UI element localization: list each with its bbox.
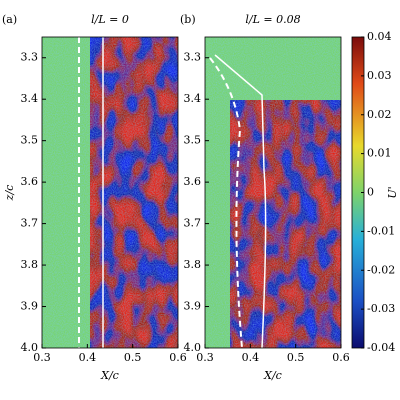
x-tick-label: 0.4 bbox=[242, 351, 260, 364]
y-tick-label: 3.5 bbox=[184, 134, 202, 147]
x-tick-label: 0.5 bbox=[287, 351, 305, 364]
x-tick-label: 0.6 bbox=[332, 351, 350, 364]
plot-frame bbox=[41, 36, 179, 349]
y-tick-label: 3.3 bbox=[184, 51, 202, 64]
x-tick-label: 0.3 bbox=[33, 351, 51, 364]
colorbar-label: U' bbox=[386, 186, 399, 198]
panel-title: l/L = 0.08 bbox=[245, 13, 300, 26]
x-axis-label: X/c bbox=[263, 369, 282, 382]
colorbar-tick-label: 0.02 bbox=[367, 108, 392, 121]
x-tick-label: 0.4 bbox=[79, 351, 97, 364]
y-tick-label: 3.8 bbox=[184, 258, 202, 271]
colorbar-tick-label: -0.01 bbox=[367, 224, 395, 237]
colorbar-tick-label: 0.04 bbox=[367, 30, 392, 43]
y-tick-label: 4.0 bbox=[184, 341, 202, 354]
y-tick-label: 3.7 bbox=[21, 217, 39, 230]
y-tick-label: 3.6 bbox=[184, 175, 202, 188]
y-tick-label: 3.9 bbox=[184, 300, 202, 313]
x-tick-label: 0.6 bbox=[169, 351, 187, 364]
y-tick-label: 3.4 bbox=[184, 92, 202, 105]
y-tick-label: 3.6 bbox=[21, 175, 39, 188]
field-image bbox=[42, 37, 178, 348]
y-tick-label: 3.5 bbox=[21, 134, 39, 147]
colorbar-tick-label: -0.04 bbox=[367, 341, 395, 354]
x-tick-label: 0.5 bbox=[124, 351, 142, 364]
y-tick-label: 3.4 bbox=[21, 92, 39, 105]
panel-title: l/L = 0 bbox=[91, 13, 129, 26]
y-tick-label: 3.9 bbox=[21, 300, 39, 313]
x-axis-label: X/c bbox=[100, 369, 119, 382]
y-tick-label: 3.8 bbox=[21, 258, 39, 271]
y-tick-label: 4.0 bbox=[21, 341, 39, 354]
colorbar-tick-label: 0.03 bbox=[367, 69, 392, 82]
plot-frame bbox=[204, 36, 342, 349]
panel-label: (a) bbox=[2, 13, 17, 26]
colorbar-tick-label: -0.03 bbox=[367, 302, 395, 315]
y-tick-label: 3.3 bbox=[21, 51, 39, 64]
y-tick-label: 3.7 bbox=[184, 217, 202, 230]
colorbar-tick-label: -0.02 bbox=[367, 263, 395, 276]
y-axis-label: z/c bbox=[3, 185, 16, 202]
colorbar-tick-label: 0.01 bbox=[367, 147, 392, 160]
colorbar-tick-label: 0 bbox=[367, 186, 374, 199]
x-tick-label: 0.3 bbox=[196, 351, 214, 364]
panel-label: (b) bbox=[180, 13, 196, 26]
field-image bbox=[205, 37, 341, 348]
